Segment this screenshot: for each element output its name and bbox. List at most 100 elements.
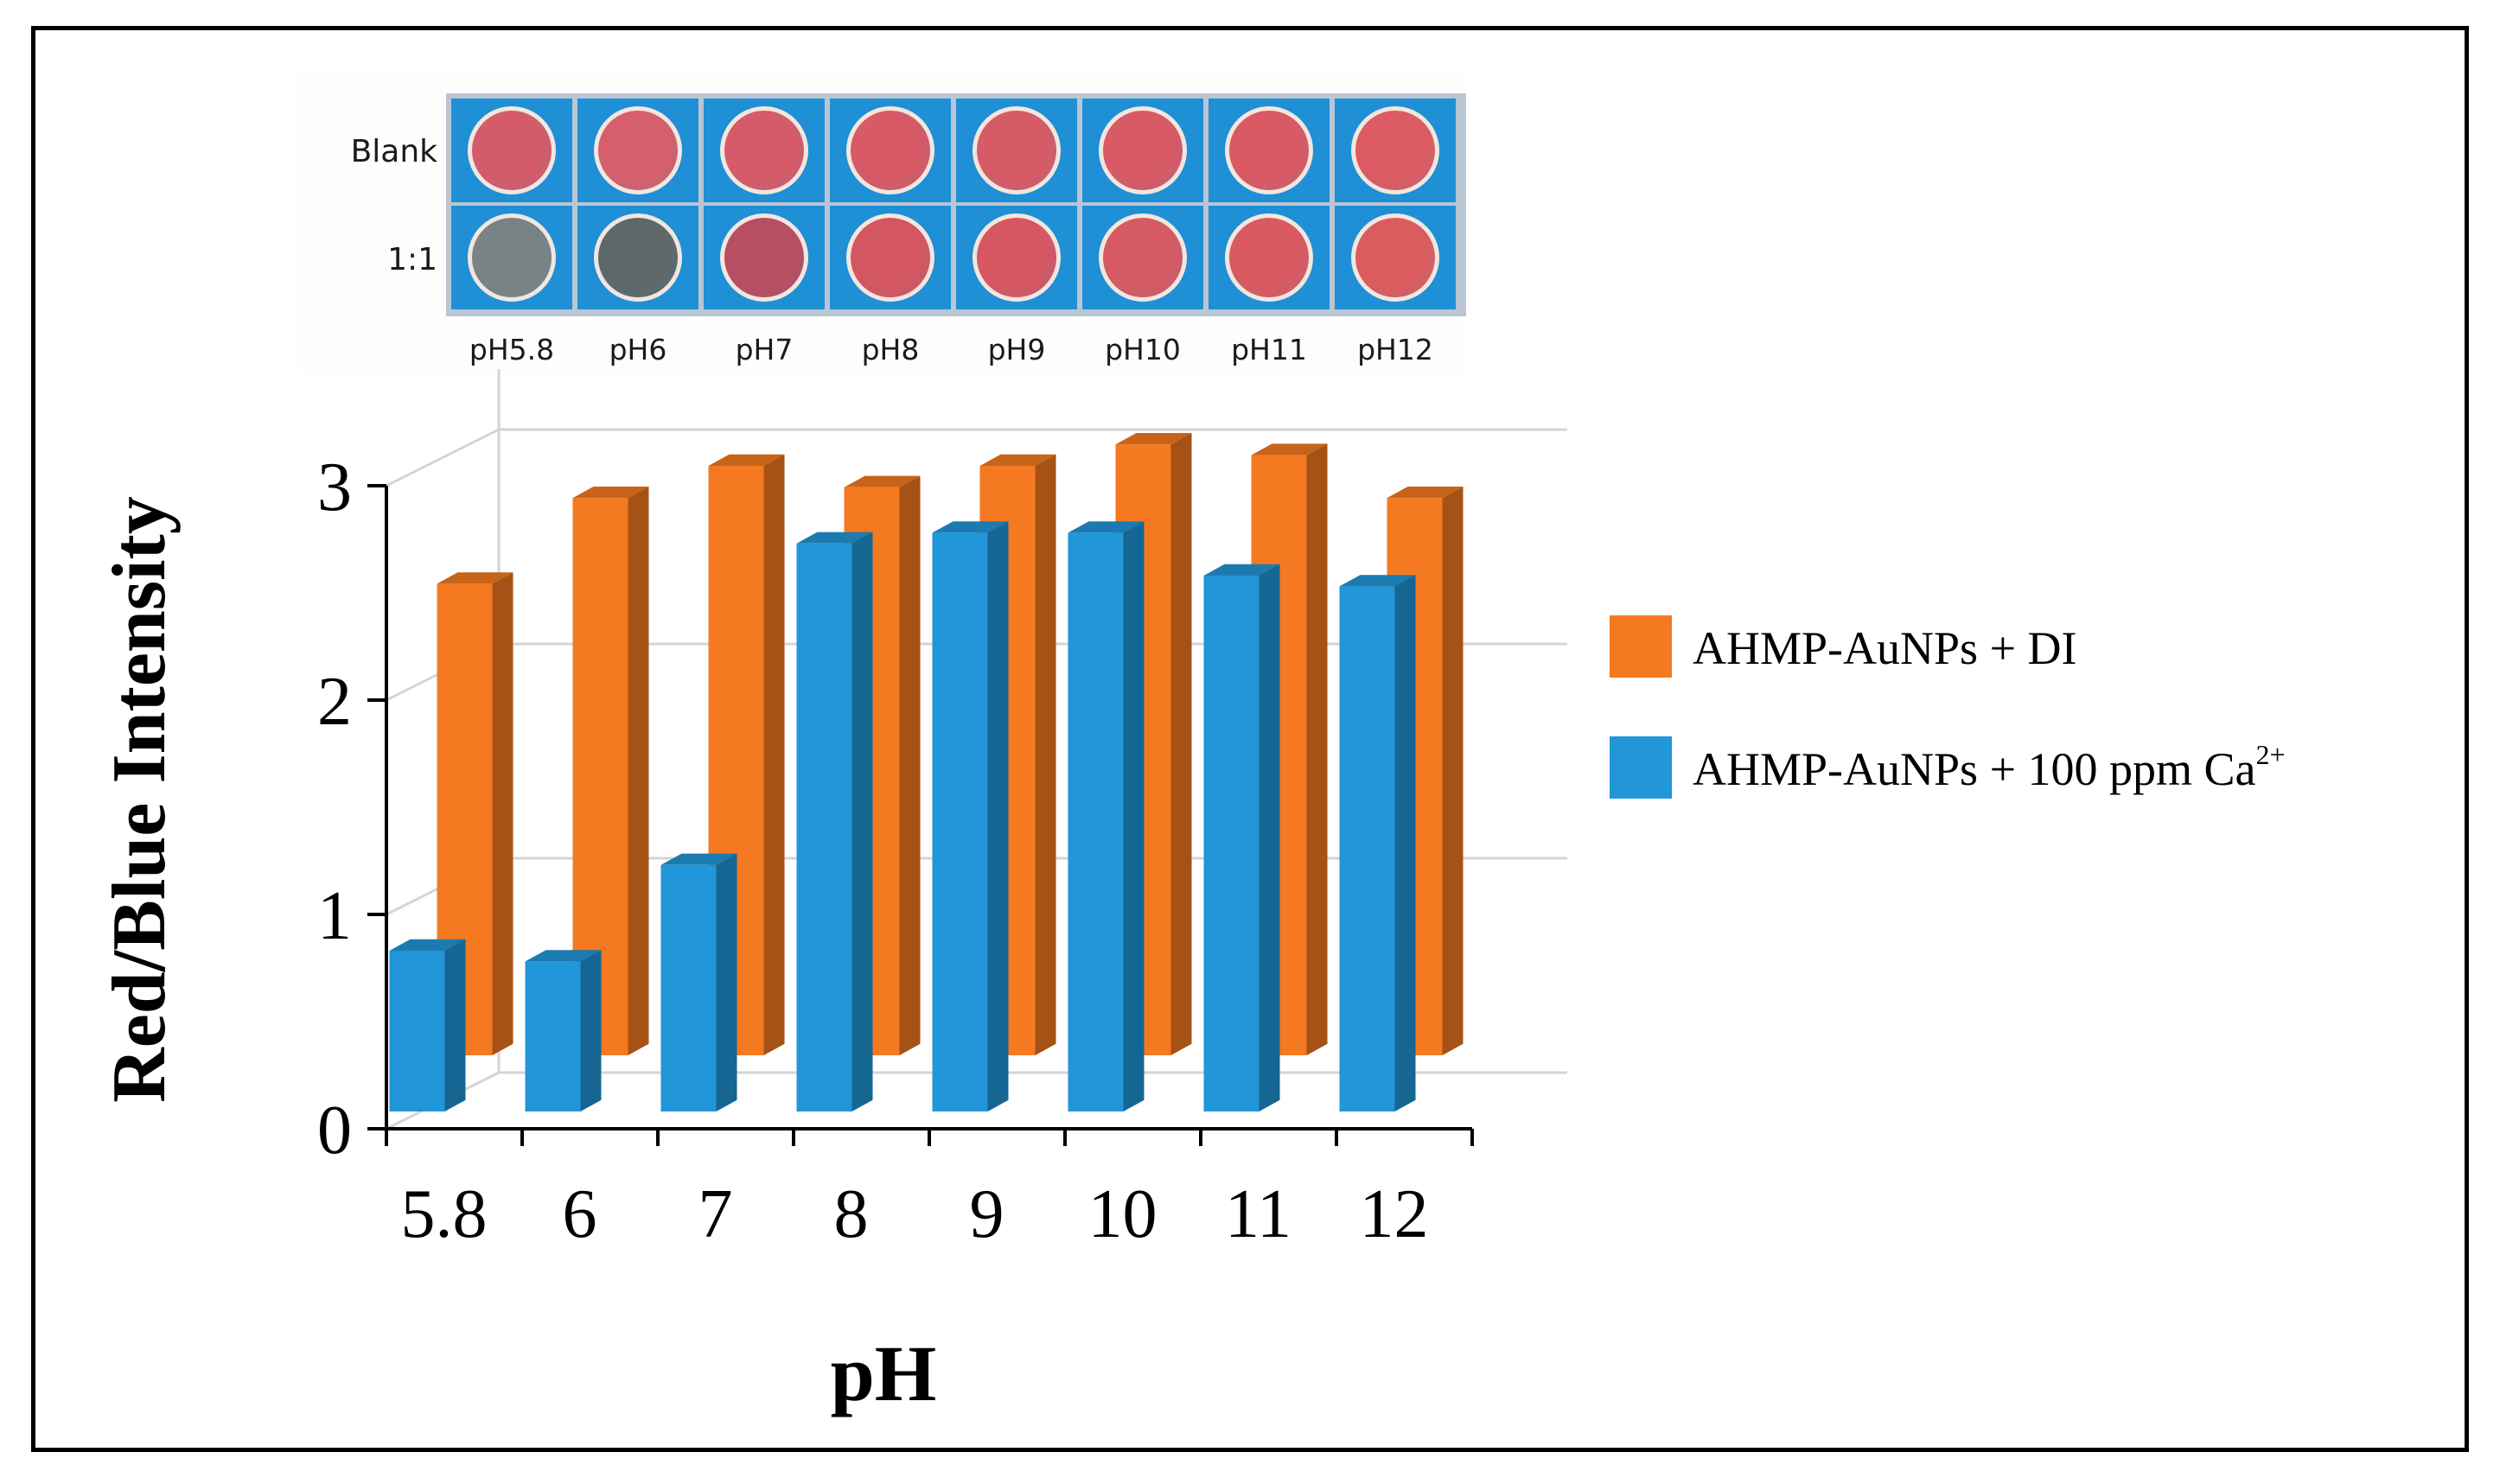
bar-top [572, 487, 649, 499]
bar-top [525, 950, 602, 962]
strip-column-label: pH8 [861, 333, 920, 366]
x-tick-label: 6 [563, 1176, 597, 1252]
bar-side [1306, 443, 1328, 1055]
well-cell [1335, 206, 1456, 309]
strip-column-label: pH10 [1105, 333, 1181, 366]
bar [796, 532, 873, 1111]
y-axis-title: Red/Blue Intensity [98, 496, 182, 1103]
bar [1339, 575, 1416, 1111]
bar-top [389, 939, 466, 951]
bar-front [932, 532, 988, 1111]
sample-well [594, 213, 682, 302]
sample-well [973, 106, 1061, 194]
sample-well [1099, 213, 1187, 302]
strip-column-label: pH9 [987, 333, 1046, 366]
bar [1068, 521, 1145, 1111]
bar-front [796, 543, 852, 1111]
bar-top [979, 454, 1056, 466]
well-cell [1335, 99, 1456, 202]
strip-column-label: pH6 [609, 333, 667, 366]
figure-frame [31, 26, 2469, 1452]
bar-top [660, 853, 737, 865]
x-tick-label: 5.8 [401, 1176, 488, 1252]
sample-well [1351, 106, 1439, 194]
bar-front [660, 864, 717, 1111]
well-cell [704, 206, 825, 309]
strip-row-label-blank: Blank [350, 134, 437, 169]
legend-swatch [1610, 615, 1672, 678]
well-cell [1209, 99, 1330, 202]
legend-superscript: 2+ [2256, 739, 2286, 770]
bar-side [1170, 433, 1192, 1055]
well-cell [1082, 206, 1203, 309]
bar-top [1068, 521, 1145, 533]
bar-front [525, 961, 581, 1111]
legend-label: AHMP-AuNPs + DI [1693, 622, 2077, 674]
legend: AHMP-AuNPs + DI AHMP-AuNPs + 100 ppm Ca2+ [1610, 615, 2286, 799]
sample-well [1099, 106, 1187, 194]
well-cell [956, 99, 1077, 202]
gridline-depth [386, 428, 500, 487]
bar [932, 521, 1009, 1111]
bar-side [716, 853, 737, 1111]
bar-top [708, 454, 785, 466]
bar [660, 853, 737, 1111]
bar-side [1259, 564, 1280, 1111]
well-cell [577, 206, 698, 309]
bar-top [437, 572, 513, 584]
well-cell [830, 99, 951, 202]
well-cell [830, 206, 951, 309]
bar-top [932, 521, 1009, 533]
well-cell [451, 99, 572, 202]
bar-side [444, 939, 466, 1111]
bar-top [1251, 443, 1328, 455]
sample-well [594, 106, 682, 194]
bar-side [1035, 454, 1056, 1055]
sample-well [720, 213, 808, 302]
bar-front [1068, 532, 1124, 1111]
x-axis-title: pH [831, 1329, 937, 1417]
y-tick-label: 3 [317, 449, 352, 525]
bar-top [1203, 564, 1280, 576]
bar [389, 939, 466, 1111]
bar-side [899, 475, 921, 1055]
bar-side [580, 950, 602, 1111]
sample-well [720, 106, 808, 194]
series-ca-bars [389, 521, 1416, 1111]
bar-side [1394, 575, 1416, 1111]
bar [525, 950, 602, 1111]
x-tick-label: 12 [1360, 1176, 1429, 1252]
well-cell [704, 99, 825, 202]
y-tick-label: 2 [317, 664, 352, 740]
bar-front [1203, 576, 1260, 1111]
strip-column-label: pH11 [1231, 333, 1307, 366]
sample-well [1351, 213, 1439, 302]
x-tick-label: 8 [834, 1176, 869, 1252]
sample-well [846, 213, 934, 302]
well-cell [1082, 99, 1203, 202]
strip-row-label-ratio: 1:1 [387, 242, 437, 277]
well-cell [956, 206, 1077, 309]
sample-well [846, 106, 934, 194]
x-tick-label: 9 [970, 1176, 1004, 1252]
bar-side [987, 521, 1009, 1111]
bar-top [1115, 433, 1192, 445]
sample-well [468, 106, 556, 194]
well-cell [577, 99, 698, 202]
x-tick-label: 7 [698, 1176, 733, 1252]
sample-well [973, 213, 1061, 302]
bar-front [1339, 586, 1395, 1111]
strip-column-label: pH7 [735, 333, 794, 366]
y-tick-label: 1 [317, 878, 352, 954]
well-cell [1209, 206, 1330, 309]
bar-side [492, 572, 513, 1055]
x-tick-label: 11 [1225, 1176, 1291, 1252]
bar-side [628, 487, 649, 1055]
bar-top [796, 532, 873, 544]
legend-label: AHMP-AuNPs + 100 ppm Ca2+ [1693, 739, 2286, 795]
x-tick-label: 10 [1088, 1176, 1158, 1252]
well-cell [451, 206, 572, 309]
bar-side [1123, 521, 1145, 1111]
